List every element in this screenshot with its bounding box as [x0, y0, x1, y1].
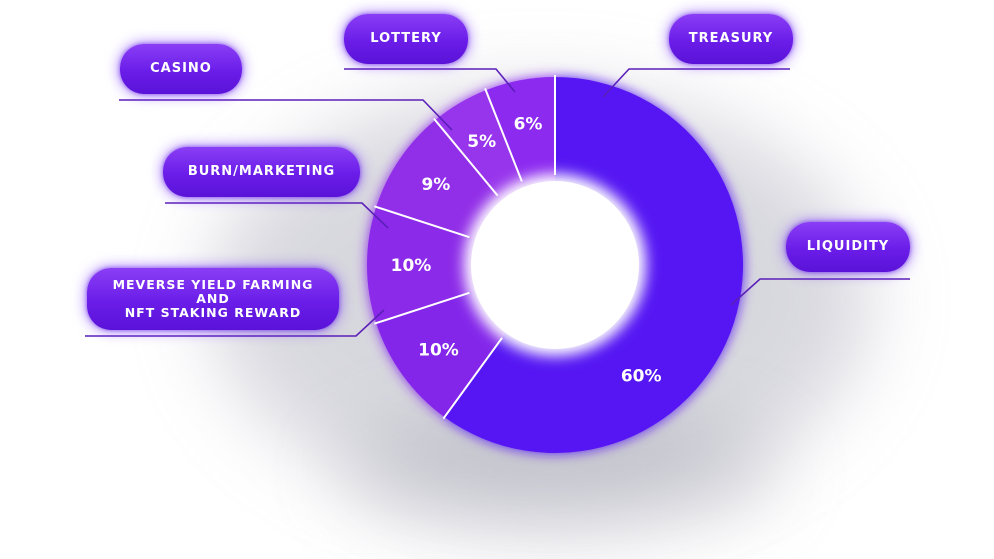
slice-divider: [433, 117, 499, 197]
leader-line-burn-marketing: [165, 202, 389, 229]
leader-line-casino: [119, 99, 453, 131]
leader-line-lottery: [344, 68, 516, 93]
leader-line-meverse-yield-farming: [85, 309, 385, 337]
slice-divider: [484, 87, 523, 182]
chart-shadow-bottom: [340, 410, 780, 530]
donut-hole-core: [471, 181, 639, 349]
callout-meverse-yield-farming: MEVERSE YIELD FARMING AND NFT STAKING RE…: [87, 268, 339, 330]
slice-divider: [373, 291, 470, 325]
callout-liquidity: LIQUIDITY: [786, 222, 910, 272]
value-label-casino: 9%: [421, 175, 450, 195]
value-label-meverse-yield-farming: 10%: [418, 341, 459, 361]
slice-divider: [373, 205, 470, 239]
leader-line-liquidity: [730, 278, 910, 306]
value-label-burn-marketing: 10%: [391, 256, 432, 276]
callout-burn-marketing: BURN/MARKETING: [163, 147, 360, 197]
value-label-treasury: 6%: [514, 115, 543, 135]
value-label-liquidity: 60%: [621, 366, 662, 386]
callout-lottery: LOTTERY: [344, 14, 468, 64]
leader-line-treasury: [602, 68, 790, 98]
callout-treasury: TREASURY: [669, 14, 793, 64]
slice-divider: [442, 337, 503, 420]
callout-casino: CASINO: [120, 44, 242, 94]
value-label-lottery: 5%: [467, 132, 496, 152]
slice-burn-marketing: [367, 206, 555, 324]
